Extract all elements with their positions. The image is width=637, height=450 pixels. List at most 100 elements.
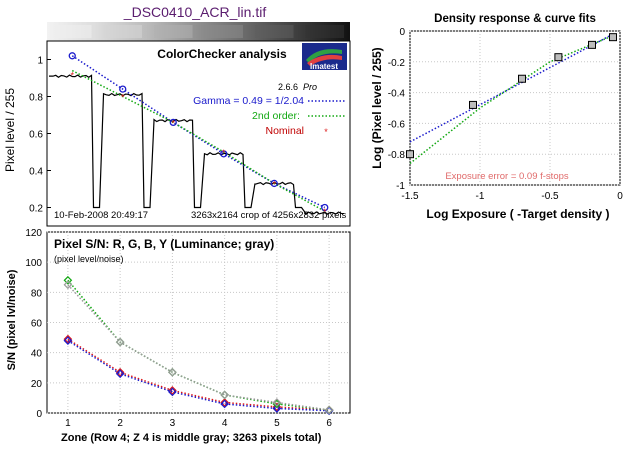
density-x-tick-label: -1.5 [401,191,419,202]
measured-level-point [169,118,177,127]
snr-point-green [63,275,73,285]
density-second-order-fit-line [409,34,614,165]
pixel-profile-line [49,74,345,216]
snr-y-tick-label: 40 [31,349,43,360]
snr-point-red [115,367,125,377]
gamma-fit-line [71,55,326,209]
snr-y-tick-label: 120 [25,228,42,239]
density-point [554,53,563,62]
density-y-axis-label: Log (Pixel level / 255) [370,47,384,168]
snr-x-axis-label: Zone (Row 4; Z 4 is middle gray; 3263 pi… [61,432,322,444]
snr-y-axis-label: S/N (pixel lvl/noise) [6,269,18,370]
snr-point-blue [272,404,282,413]
gamma-legend-label: Gamma = 0.49 = 1/2.04 [193,95,304,107]
density-y-tick-label: 0 [399,27,405,38]
software-version: 2.6.6 [278,82,298,92]
snr-point-blue [115,369,125,379]
snr-point-gray [115,337,125,347]
imatest-logo-swoosh-green [306,49,342,63]
software-edition: Pro [303,82,317,92]
nominal-legend-label: Nominal [265,125,304,137]
snr-x-tick-label: 4 [222,418,228,429]
nominal-legend-marker: * [324,127,328,137]
nominal-level-point: * [272,179,276,189]
nominal-level-point: * [222,148,226,158]
nominal-level-point: * [323,207,327,217]
imatest-logo-text: Imatest [310,62,338,71]
nominal-level-point: * [171,118,175,128]
snr-point-gray [220,390,229,400]
measured-level-point [220,150,228,158]
colorchecker-y-tick-label: 0.2 [29,204,43,215]
density-x-tick-label: 0 [617,191,623,202]
density-point [588,40,596,49]
colorchecker-y-tick-label: 0.6 [29,130,43,141]
snr-point-blue [63,336,73,345]
density-x-tick-label: -0.5 [541,191,559,202]
snr-point-gray [63,280,73,290]
measured-level-point [270,179,278,188]
snr-y-tick-label: 60 [31,319,43,330]
snr-point-red [168,386,177,395]
snr-x-tick-label: 2 [117,418,123,429]
measured-level-point [321,203,329,212]
nominal-level-point: * [70,70,74,80]
crop-info: 3263x2164 crop of 4256x2832 pixels [191,210,347,221]
file-title: _DSC0410_ACR_lin.tif [123,4,267,20]
snr-series-line-gray [67,284,330,411]
measured-level-point [68,52,76,60]
gray-patch-6 [305,25,344,38]
density-title: Density response & curve fits [434,13,596,25]
snr-point-blue [220,399,229,409]
colorchecker-y-tick-label: 1 [37,56,43,67]
density-x-axis-label: Log Exposure ( -Target density ) [426,207,609,221]
density-y-tick-label: -0.6 [388,119,406,130]
snr-x-tick-label: 6 [326,418,332,429]
density-y-tick-label: -1 [396,181,405,192]
capture-date: 10-Feb-2008 20:49:17 [54,210,148,221]
imatest-logo-swoosh-red [307,54,342,66]
snr-point-gray [168,367,177,377]
gray-patch-1 [53,25,92,38]
imatest-logo: Imatest [302,43,347,71]
density-x-tick-label: -1 [476,191,485,202]
snr-point-red [220,398,229,407]
exposure-error: Exposure error = 0.09 f-stops [445,171,569,182]
snr-y-tick-label: 0 [36,409,42,420]
colorchecker-y-axis-label: Pixel level / 255 [3,88,17,172]
density-plot-area [409,30,621,186]
snr-x-tick-label: 1 [65,418,71,429]
gray-patch-2 [103,25,142,38]
measured-level-point [119,85,127,93]
colorchecker-chart: 0.2 0.4 0.6 0.8 1 Pixel level / 255 ColorChe… [3,40,351,227]
gray-patch-4 [204,25,243,38]
gray-patch-strip [47,22,350,41]
gray-patch-3 [154,25,193,38]
snr-title: Pixel S/N: R, G, B, Y (Luminance; gray) [54,237,274,251]
density-point [609,33,617,42]
snr-x-tick-label: 3 [170,418,176,429]
snr-series-line-red [67,338,330,411]
snr-point-red [63,334,73,344]
snr-y-tick-label: 80 [31,288,43,299]
colorchecker-title: ColorChecker analysis [157,47,287,61]
snr-y-tick-label: 100 [25,258,42,269]
density-y-tick-label: -0.4 [388,89,406,100]
gray-patch-5 [255,25,294,38]
density-chart: Density response & curve fits -1.5 -1 -0.5… [370,13,623,221]
colorchecker-y-tick-label: 0.8 [29,93,43,104]
snr-series-line-blue [67,339,330,412]
nominal-level-point: * [121,93,125,103]
colorchecker-y-ticks: 0.2 0.4 0.6 0.8 1 [29,56,51,215]
density-y-tick-label: -0.8 [388,150,406,161]
snr-point-gray [272,398,282,407]
density-point [469,100,477,109]
colorchecker-y-tick-label: 0.4 [29,167,43,178]
snr-y-tick-label: 20 [31,379,43,390]
density-point [406,150,414,159]
snr-subtitle: (pixel level/noise) [54,254,124,264]
density-y-tick-label: -0.2 [388,58,406,69]
